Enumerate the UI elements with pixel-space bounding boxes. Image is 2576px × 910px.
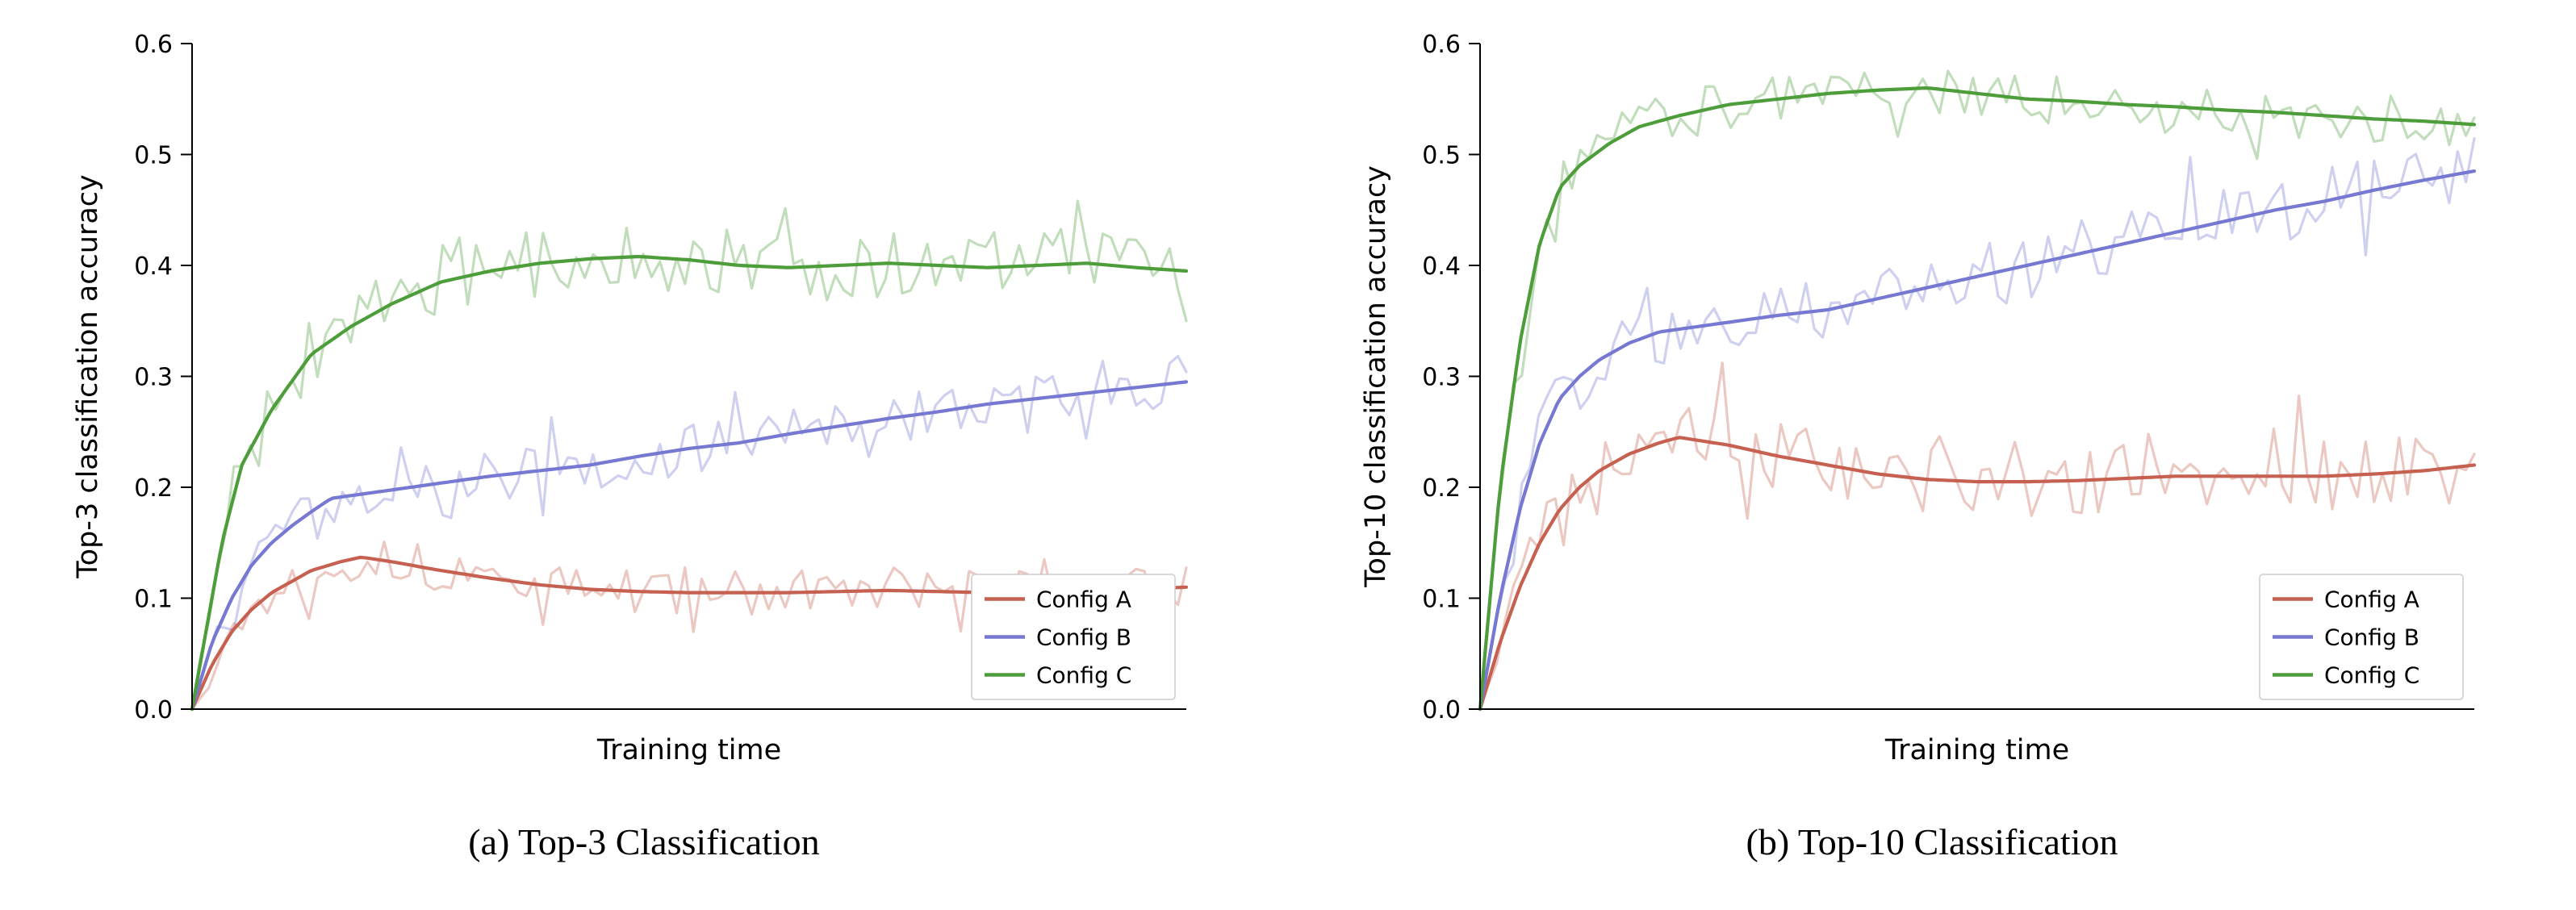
caption-top3: (a) Top-3 Classification	[468, 821, 820, 862]
y-tick-label: 0.2	[1422, 474, 1461, 503]
legend-label-config-c: Config C	[2324, 662, 2419, 689]
x-axis-title: Training time	[1884, 734, 2069, 766]
y-tick-label: 0.5	[134, 142, 173, 170]
x-axis-title: Training time	[596, 734, 781, 766]
y-tick-label: 0.6	[134, 31, 173, 59]
y-tick-label: 0.0	[134, 696, 173, 724]
y-tick-label: 0.2	[134, 474, 173, 503]
top3-plot-area: 0.0 0.1 0.2 0.3 0.4 0.5 0.6 Top-3 classificatio…	[39, 10, 1249, 820]
legend-box	[2259, 574, 2464, 700]
series-smooth-line-config-b	[190, 380, 1189, 712]
legend: Config A Config B Config C	[2259, 574, 2464, 700]
y-tick-label: 0.5	[1422, 142, 1461, 170]
legend-label-config-a: Config A	[2324, 586, 2419, 613]
figure-top3: 0.0 0.1 0.2 0.3 0.4 0.5 0.6 Top-3 classificatio…	[0, 0, 1288, 863]
series-smooth-line-config-c	[190, 255, 1189, 712]
series-smooth-line-config-a	[1478, 436, 2477, 712]
legend-label-config-c: Config C	[1036, 662, 1131, 689]
legend-label-config-b: Config B	[1036, 624, 1131, 651]
y-tick-label: 0.1	[134, 586, 173, 614]
y-axis-title: Top-10 classification accuracy	[1360, 165, 1392, 588]
series-smooth-line-config-c	[1478, 86, 2477, 712]
legend-label-config-a: Config A	[1036, 586, 1131, 613]
series-raw-line-config-c	[190, 199, 1188, 711]
series-raw-line-config-c	[1478, 69, 2476, 711]
legend-label-config-b: Config B	[2324, 624, 2419, 651]
top10-plot-area: 0.0 0.1 0.2 0.3 0.4 0.5 0.6 Top-10 classificati…	[1327, 10, 2537, 820]
series-raw-line-config-b	[190, 354, 1188, 711]
y-tick-label: 0.6	[1422, 31, 1461, 59]
legend-box	[971, 574, 1176, 700]
legend: Config A Config B Config C	[971, 574, 1176, 700]
y-tick-label: 0.1	[1422, 586, 1461, 614]
figure-top10: 0.0 0.1 0.2 0.3 0.4 0.5 0.6 Top-10 classificati…	[1288, 0, 2576, 863]
series-raw-line-config-a	[190, 540, 1188, 711]
y-tick-label: 0.4	[134, 253, 173, 281]
y-tick-label: 0.3	[1422, 364, 1461, 392]
y-tick-label: 0.0	[1422, 696, 1461, 724]
plot-svg: 0.0 0.1 0.2 0.3 0.4 0.5 0.6 Top-10 classificati…	[1360, 31, 2477, 766]
y-axis-title: Top-3 classification accuracy	[72, 174, 104, 579]
caption-top10: (b) Top-10 Classification	[1746, 821, 2118, 862]
series-raw-line-config-a	[1478, 361, 2476, 711]
y-tick-label: 0.3	[134, 364, 173, 392]
series-smooth-line-config-b	[1478, 169, 2477, 712]
series-raw-line-config-b	[1478, 137, 2476, 711]
plot-svg: 0.0 0.1 0.2 0.3 0.4 0.5 0.6 Top-3 classificatio…	[72, 31, 1189, 766]
y-tick-label: 0.4	[1422, 253, 1461, 281]
